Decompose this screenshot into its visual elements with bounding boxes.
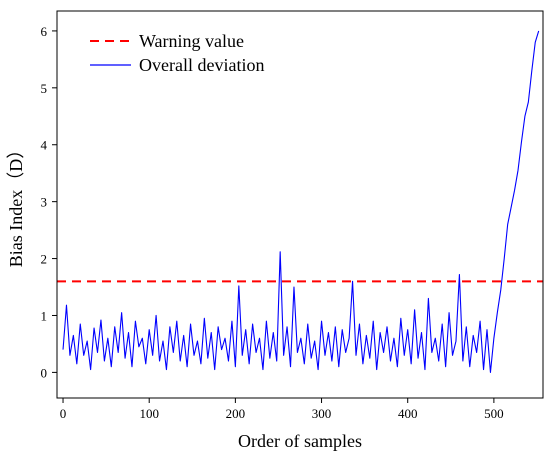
y-tick-label: 4 bbox=[41, 138, 48, 153]
y-tick-label: 2 bbox=[41, 252, 48, 267]
series-line-overall-deviation bbox=[62, 30, 540, 373]
x-tick-label: 100 bbox=[139, 406, 159, 421]
y-axis-title: Bias Index（D） bbox=[6, 141, 26, 267]
legend-label-overall-deviation: Overall deviation bbox=[139, 55, 264, 75]
y-tick-label: 1 bbox=[41, 308, 48, 323]
y-tick-label: 0 bbox=[41, 365, 48, 380]
x-tick-label: 400 bbox=[398, 406, 418, 421]
legend: Warning value Overall deviation bbox=[90, 31, 264, 75]
x-tick-label: 500 bbox=[484, 406, 504, 421]
plot-frame bbox=[56, 10, 544, 399]
x-axis-title: Order of samples bbox=[238, 431, 362, 451]
axis-ticks: 0 100 200 300 400 500 0 1 2 3 4 5 6 bbox=[41, 24, 504, 421]
legend-label-warning-value: Warning value bbox=[139, 31, 244, 51]
y-tick-label: 3 bbox=[41, 195, 48, 210]
plot-area bbox=[57, 30, 543, 373]
x-tick-label: 0 bbox=[60, 406, 67, 421]
y-tick-label: 6 bbox=[41, 24, 48, 39]
x-tick-label: 300 bbox=[312, 406, 332, 421]
x-tick-label: 200 bbox=[226, 406, 246, 421]
y-tick-label: 5 bbox=[41, 81, 48, 96]
